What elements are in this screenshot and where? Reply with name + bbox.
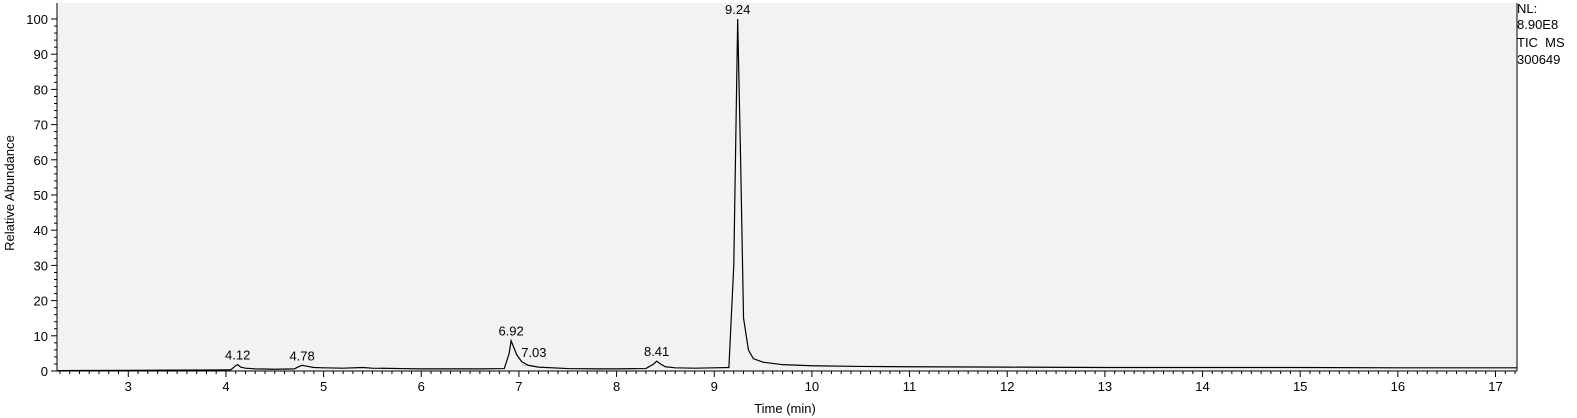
y-tick-label: 40 xyxy=(34,223,48,238)
y-tick-label: 60 xyxy=(34,153,48,168)
peak-label: 9.24 xyxy=(725,2,750,17)
peak-label: 7.03 xyxy=(521,345,546,360)
x-tick-label: 7 xyxy=(515,379,522,394)
normalization-value: 8.90E8 xyxy=(1517,17,1558,32)
x-tick-label: 10 xyxy=(805,379,819,394)
y-tick-label: 10 xyxy=(34,329,48,344)
y-tick-label: 30 xyxy=(34,258,48,273)
peak-label: 4.78 xyxy=(289,348,314,363)
x-tick-label: 15 xyxy=(1293,379,1307,394)
x-tick-label: 6 xyxy=(418,379,425,394)
plot-area xyxy=(57,3,1517,371)
y-tick-label: 50 xyxy=(34,188,48,203)
peak-label: 4.12 xyxy=(225,348,250,363)
x-tick-label: 14 xyxy=(1195,379,1209,394)
y-tick-label: 70 xyxy=(34,118,48,133)
x-tick-label: 17 xyxy=(1488,379,1502,394)
chromatogram-trace xyxy=(56,18,1517,372)
x-tick-label: 3 xyxy=(125,379,132,394)
peak-labels: 4.12 4.78 6.92 7.03 8.41 9.24 xyxy=(225,2,750,363)
y-tick-label: 80 xyxy=(34,82,48,97)
x-tick-label: 8 xyxy=(613,379,620,394)
x-axis-ticks: 3 4 5 6 7 8 9 10 11 12 13 14 15 16 17 xyxy=(59,371,1516,394)
y-tick-label: 100 xyxy=(26,12,48,27)
x-tick-label: 16 xyxy=(1391,379,1405,394)
sample-name: 300649 xyxy=(1517,52,1560,67)
x-tick-label: 12 xyxy=(1000,379,1014,394)
scan-filter: TIC MS xyxy=(1517,35,1565,50)
x-tick-label: 5 xyxy=(320,379,327,394)
normalization-label: NL: xyxy=(1517,1,1537,16)
y-axis-title: Relative Abundance xyxy=(2,135,17,251)
peak-label: 6.92 xyxy=(498,324,523,339)
y-tick-label: 20 xyxy=(34,294,48,309)
x-tick-label: 4 xyxy=(222,379,229,394)
x-tick-label: 9 xyxy=(711,379,718,394)
x-tick-label: 13 xyxy=(1098,379,1112,394)
y-tick-label: 0 xyxy=(41,364,48,379)
x-tick-label: 11 xyxy=(903,379,917,394)
peak-label: 8.41 xyxy=(644,344,669,359)
y-axis-ticks: 0 10 20 30 40 50 60 70 80 90 100 xyxy=(26,12,57,379)
x-axis-title: Time (min) xyxy=(754,401,816,416)
y-tick-label: 90 xyxy=(34,47,48,62)
